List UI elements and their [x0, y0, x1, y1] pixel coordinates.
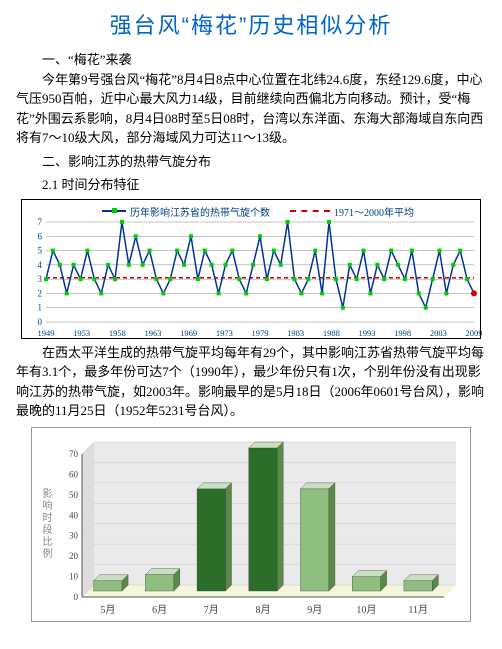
svg-text:8月: 8月	[256, 604, 271, 616]
svg-text:2009: 2009	[466, 328, 483, 338]
svg-text:3: 3	[38, 274, 43, 284]
page-title: 强台风“梅花”历史相似分析	[16, 8, 486, 40]
svg-text:6: 6	[38, 231, 43, 241]
svg-text:50: 50	[69, 489, 79, 499]
svg-text:0: 0	[74, 592, 79, 602]
legend-series-label: 历年影响江苏省的热带气旋个数	[130, 204, 270, 219]
section-2-header: 二、影响江苏的热带气旋分布	[16, 152, 486, 172]
legend-series: 历年影响江苏省的热带气旋个数	[102, 204, 270, 219]
bar-chart-ylabel: 影响时段比例	[38, 488, 53, 560]
legend-avg-label: 1971～2000年平均	[334, 204, 414, 219]
line-chart-svg: 0 1 2 3 4 5 6 7 1949 1953 1958 1963 1969 1973 1979 1983…	[22, 200, 482, 340]
svg-text:1958: 1958	[109, 328, 126, 338]
legend-series-icon	[102, 210, 126, 212]
bar-chart-svg: 0 10 20 30 40 50 60 70 5月 6月 7月 8月 9月 10月 11月	[32, 428, 472, 623]
svg-text:70: 70	[69, 449, 79, 459]
svg-text:40: 40	[69, 510, 79, 520]
svg-text:30: 30	[69, 530, 79, 540]
svg-text:9月: 9月	[307, 604, 322, 616]
section-1-header: 一、“梅花”来袭	[16, 50, 486, 70]
bar-chart: 影响时段比例 0 10 20 30 40 50 60 70 5月 6月 7月 8月 9月 10月 11月	[31, 427, 471, 622]
line-chart: 历年影响江苏省的热带气旋个数 1971～2000年平均 0 1 2 3 4 5 6 7 1949…	[21, 199, 481, 339]
subsection-2-1: 2.1 时间分布特征	[16, 175, 486, 195]
svg-text:1953: 1953	[73, 328, 90, 338]
svg-text:1949: 1949	[38, 328, 55, 338]
paragraph-1: 今年第9号强台风“梅花”8月4日8点中心位置在北纬24.6度，东经129.6度，…	[16, 70, 486, 148]
svg-text:2: 2	[38, 288, 43, 298]
svg-text:1963: 1963	[145, 328, 162, 338]
svg-text:10: 10	[69, 571, 79, 581]
paragraph-2: 在西太平洋生成的热带气旋平均每年有29个，其中影响江苏省热带气旋平均每年有3.1…	[16, 343, 486, 421]
svg-text:6月: 6月	[152, 604, 167, 616]
bar-chart-container: 影响时段比例 0 10 20 30 40 50 60 70 5月 6月 7月 8月 9月 10月 11月	[16, 427, 486, 622]
svg-text:4: 4	[38, 259, 43, 269]
svg-text:1988: 1988	[323, 328, 340, 338]
svg-text:0: 0	[38, 317, 43, 327]
svg-text:11月: 11月	[408, 604, 428, 616]
svg-text:1983: 1983	[287, 328, 304, 338]
svg-text:1998: 1998	[394, 328, 411, 338]
legend-avg: 1971～2000年平均	[290, 204, 414, 219]
legend-avg-icon	[290, 210, 330, 212]
svg-text:10月: 10月	[356, 604, 376, 616]
svg-text:5月: 5月	[100, 604, 115, 616]
svg-text:2003: 2003	[430, 328, 447, 338]
svg-text:7月: 7月	[204, 604, 219, 616]
svg-text:5: 5	[38, 245, 43, 255]
svg-text:1969: 1969	[180, 328, 197, 338]
svg-text:20: 20	[69, 551, 79, 561]
svg-text:1993: 1993	[359, 328, 376, 338]
svg-text:1973: 1973	[216, 328, 233, 338]
svg-text:60: 60	[69, 469, 79, 479]
svg-text:7: 7	[38, 217, 43, 227]
svg-text:1: 1	[38, 302, 43, 312]
line-chart-legend: 历年影响江苏省的热带气旋个数 1971～2000年平均	[102, 204, 414, 219]
svg-text:1979: 1979	[252, 328, 269, 338]
line-chart-container: 历年影响江苏省的热带气旋个数 1971～2000年平均 0 1 2 3 4 5 6 7 1949…	[16, 199, 486, 339]
